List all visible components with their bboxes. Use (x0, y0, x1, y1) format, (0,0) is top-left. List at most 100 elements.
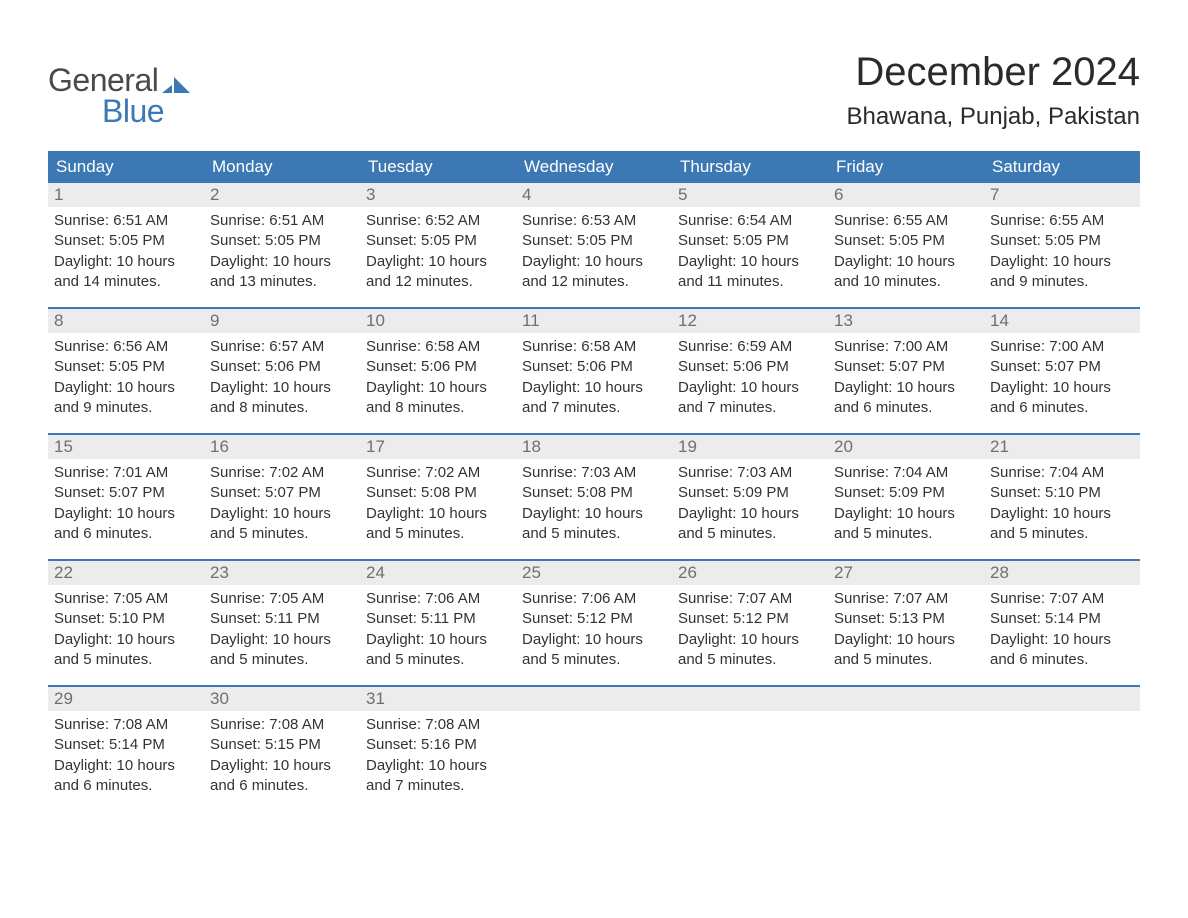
day-number: 11 (516, 309, 672, 333)
day-header-tue: Tuesday (360, 151, 516, 183)
day-day1: Daylight: 10 hours (210, 252, 354, 272)
day-content: Sunrise: 7:08 AMSunset: 5:16 PMDaylight:… (360, 711, 516, 810)
day-cell: 15Sunrise: 7:01 AMSunset: 5:07 PMDayligh… (48, 435, 204, 559)
day-cell: 28Sunrise: 7:07 AMSunset: 5:14 PMDayligh… (984, 561, 1140, 685)
day-number: 3 (360, 183, 516, 207)
day-number: 15 (48, 435, 204, 459)
day-sunset: Sunset: 5:07 PM (54, 483, 198, 503)
day-day1: Daylight: 10 hours (522, 630, 666, 650)
day-sunset: Sunset: 5:09 PM (834, 483, 978, 503)
day-content: Sunrise: 7:06 AMSunset: 5:12 PMDaylight:… (516, 585, 672, 684)
day-content: Sunrise: 7:05 AMSunset: 5:10 PMDaylight:… (48, 585, 204, 684)
day-number: 6 (828, 183, 984, 207)
day-sunrise: Sunrise: 7:08 AM (54, 715, 198, 735)
day-sunrise: Sunrise: 7:03 AM (522, 463, 666, 483)
logo-text-blue: Blue (102, 93, 164, 130)
day-header-fri: Friday (828, 151, 984, 183)
day-day2: and 6 minutes. (990, 398, 1134, 418)
day-content: Sunrise: 7:08 AMSunset: 5:15 PMDaylight:… (204, 711, 360, 810)
day-sunrise: Sunrise: 6:53 AM (522, 211, 666, 231)
day-day1: Daylight: 10 hours (990, 630, 1134, 650)
day-sunrise: Sunrise: 6:55 AM (834, 211, 978, 231)
day-day2: and 13 minutes. (210, 272, 354, 292)
day-number: 17 (360, 435, 516, 459)
day-day1: Daylight: 10 hours (210, 630, 354, 650)
day-sunset: Sunset: 5:06 PM (366, 357, 510, 377)
day-sunrise: Sunrise: 6:58 AM (366, 337, 510, 357)
day-header-wed: Wednesday (516, 151, 672, 183)
week-row: 29Sunrise: 7:08 AMSunset: 5:14 PMDayligh… (48, 685, 1140, 811)
day-cell: 22Sunrise: 7:05 AMSunset: 5:10 PMDayligh… (48, 561, 204, 685)
day-number: 5 (672, 183, 828, 207)
day-content: Sunrise: 6:58 AMSunset: 5:06 PMDaylight:… (360, 333, 516, 432)
day-day1: Daylight: 10 hours (834, 630, 978, 650)
day-cell: 11Sunrise: 6:58 AMSunset: 5:06 PMDayligh… (516, 309, 672, 433)
day-number: 12 (672, 309, 828, 333)
day-cell: 7Sunrise: 6:55 AMSunset: 5:05 PMDaylight… (984, 183, 1140, 307)
day-sunset: Sunset: 5:05 PM (678, 231, 822, 251)
day-sunrise: Sunrise: 7:02 AM (366, 463, 510, 483)
day-content: Sunrise: 7:05 AMSunset: 5:11 PMDaylight:… (204, 585, 360, 684)
day-sunset: Sunset: 5:08 PM (366, 483, 510, 503)
day-cell: 26Sunrise: 7:07 AMSunset: 5:12 PMDayligh… (672, 561, 828, 685)
day-cell: 6Sunrise: 6:55 AMSunset: 5:05 PMDaylight… (828, 183, 984, 307)
day-number: 7 (984, 183, 1140, 207)
day-content: Sunrise: 7:03 AMSunset: 5:08 PMDaylight:… (516, 459, 672, 558)
day-sunset: Sunset: 5:09 PM (678, 483, 822, 503)
day-number: 16 (204, 435, 360, 459)
day-headers-row: Sunday Monday Tuesday Wednesday Thursday… (48, 151, 1140, 183)
day-number: 25 (516, 561, 672, 585)
day-day2: and 5 minutes. (522, 650, 666, 670)
day-day1: Daylight: 10 hours (678, 378, 822, 398)
day-content: Sunrise: 7:00 AMSunset: 5:07 PMDaylight:… (984, 333, 1140, 432)
day-sunset: Sunset: 5:06 PM (210, 357, 354, 377)
day-day1: Daylight: 10 hours (366, 252, 510, 272)
day-header-mon: Monday (204, 151, 360, 183)
day-cell: 9Sunrise: 6:57 AMSunset: 5:06 PMDaylight… (204, 309, 360, 433)
day-day1: Daylight: 10 hours (54, 756, 198, 776)
day-sunset: Sunset: 5:10 PM (990, 483, 1134, 503)
day-day2: and 6 minutes. (210, 776, 354, 796)
day-day2: and 5 minutes. (54, 650, 198, 670)
flag-icon (162, 73, 190, 93)
day-cell: 29Sunrise: 7:08 AMSunset: 5:14 PMDayligh… (48, 687, 204, 811)
day-sunset: Sunset: 5:12 PM (678, 609, 822, 629)
day-sunrise: Sunrise: 6:58 AM (522, 337, 666, 357)
day-day2: and 5 minutes. (834, 524, 978, 544)
day-day2: and 6 minutes. (54, 524, 198, 544)
day-number: 27 (828, 561, 984, 585)
day-day1: Daylight: 10 hours (678, 504, 822, 524)
day-sunset: Sunset: 5:14 PM (990, 609, 1134, 629)
day-number-empty (984, 687, 1140, 711)
day-cell: 17Sunrise: 7:02 AMSunset: 5:08 PMDayligh… (360, 435, 516, 559)
day-day1: Daylight: 10 hours (522, 504, 666, 524)
day-cell: 30Sunrise: 7:08 AMSunset: 5:15 PMDayligh… (204, 687, 360, 811)
day-sunrise: Sunrise: 7:05 AM (210, 589, 354, 609)
day-sunset: Sunset: 5:07 PM (990, 357, 1134, 377)
day-sunset: Sunset: 5:05 PM (210, 231, 354, 251)
day-cell: 8Sunrise: 6:56 AMSunset: 5:05 PMDaylight… (48, 309, 204, 433)
day-header-sat: Saturday (984, 151, 1140, 183)
day-content: Sunrise: 6:53 AMSunset: 5:05 PMDaylight:… (516, 207, 672, 306)
day-day2: and 5 minutes. (522, 524, 666, 544)
day-cell: 18Sunrise: 7:03 AMSunset: 5:08 PMDayligh… (516, 435, 672, 559)
day-cell: 31Sunrise: 7:08 AMSunset: 5:16 PMDayligh… (360, 687, 516, 811)
day-number: 13 (828, 309, 984, 333)
day-sunrise: Sunrise: 7:07 AM (678, 589, 822, 609)
day-cell (828, 687, 984, 811)
day-sunrise: Sunrise: 7:08 AM (210, 715, 354, 735)
day-number: 1 (48, 183, 204, 207)
day-day1: Daylight: 10 hours (210, 504, 354, 524)
day-day2: and 5 minutes. (834, 650, 978, 670)
day-sunrise: Sunrise: 7:02 AM (210, 463, 354, 483)
day-cell: 4Sunrise: 6:53 AMSunset: 5:05 PMDaylight… (516, 183, 672, 307)
day-day2: and 6 minutes. (834, 398, 978, 418)
day-sunset: Sunset: 5:05 PM (366, 231, 510, 251)
day-day1: Daylight: 10 hours (366, 378, 510, 398)
location-subtitle: Bhawana, Punjab, Pakistan (846, 103, 1140, 131)
day-sunrise: Sunrise: 6:51 AM (54, 211, 198, 231)
day-content: Sunrise: 7:06 AMSunset: 5:11 PMDaylight:… (360, 585, 516, 684)
day-day2: and 9 minutes. (54, 398, 198, 418)
day-day2: and 14 minutes. (54, 272, 198, 292)
day-content: Sunrise: 6:59 AMSunset: 5:06 PMDaylight:… (672, 333, 828, 432)
